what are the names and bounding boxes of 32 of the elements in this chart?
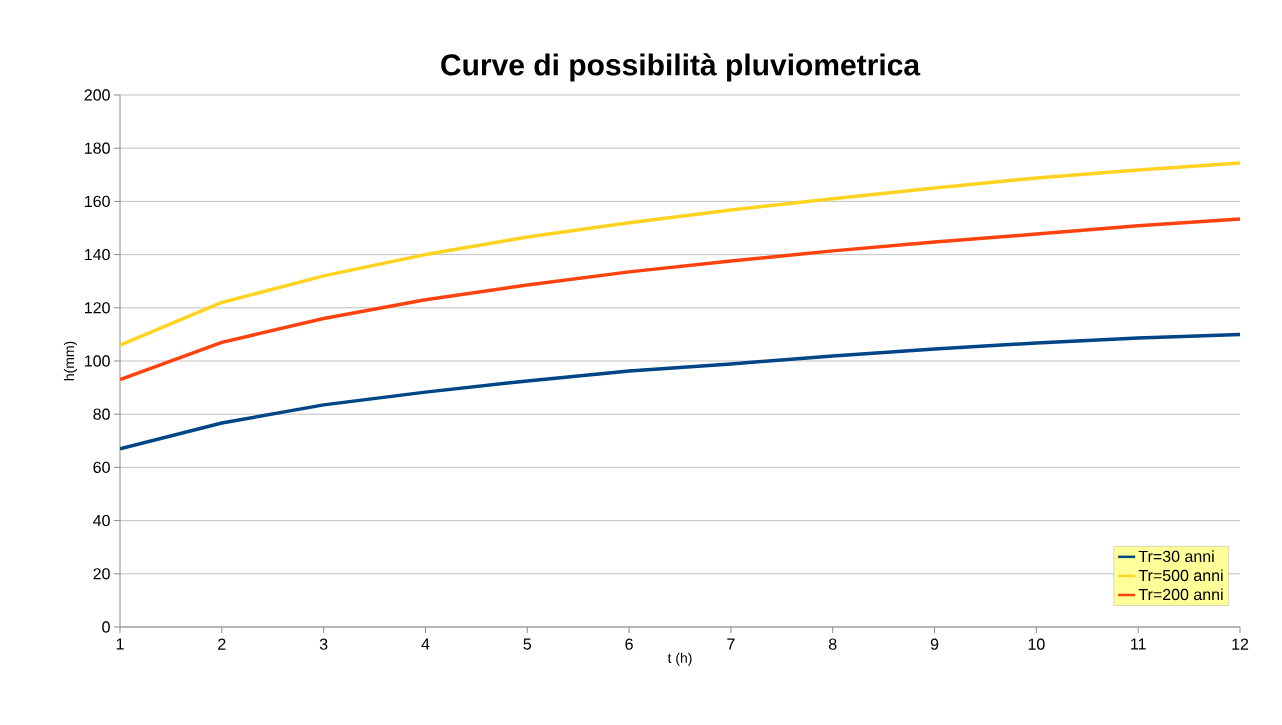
y-axis-title: h(mm) bbox=[63, 341, 77, 381]
y-tick-label: 0 bbox=[102, 621, 110, 633]
x-axis-title: t (h) bbox=[667, 652, 692, 666]
x-tick-label: 7 bbox=[727, 638, 735, 650]
x-tick-label: 9 bbox=[930, 638, 939, 650]
y-tick-label: 20 bbox=[93, 568, 110, 580]
x-tick-label: 5 bbox=[523, 638, 532, 650]
line-series bbox=[120, 217, 1240, 382]
x-tick-label: 11 bbox=[1131, 638, 1146, 650]
x-tick-label: 1 bbox=[116, 638, 124, 650]
y-tick-label: 160 bbox=[85, 195, 110, 208]
y-tick-label: 80 bbox=[93, 408, 110, 420]
x-tick-label: 3 bbox=[319, 638, 328, 650]
y-tick-label: 120 bbox=[85, 302, 110, 314]
y-tick-label: 140 bbox=[85, 248, 110, 261]
legend-label: Tr=30 anni bbox=[1138, 550, 1214, 563]
x-tick-label: 10 bbox=[1028, 638, 1045, 650]
x-tick-label: 2 bbox=[218, 638, 226, 650]
x-tick-label: 6 bbox=[625, 638, 633, 650]
x-tick-label: 4 bbox=[421, 638, 430, 650]
legend-label: Tr=500 anni bbox=[1138, 569, 1223, 582]
y-tick-label: 100 bbox=[85, 355, 110, 367]
y-tick-label: 60 bbox=[93, 461, 110, 474]
line-series bbox=[120, 332, 1240, 451]
y-tick-label: 180 bbox=[85, 142, 110, 154]
y-tick-label: 40 bbox=[93, 514, 110, 527]
y-tick-label: 200 bbox=[84, 89, 110, 101]
line-series bbox=[120, 161, 1240, 347]
x-tick-label: 8 bbox=[828, 638, 837, 650]
legend-label: Tr=200 anni bbox=[1138, 588, 1223, 601]
chart-title: Curve di possibilità pluviometrica bbox=[441, 53, 921, 82]
x-tick-label: 12 bbox=[1232, 638, 1249, 650]
